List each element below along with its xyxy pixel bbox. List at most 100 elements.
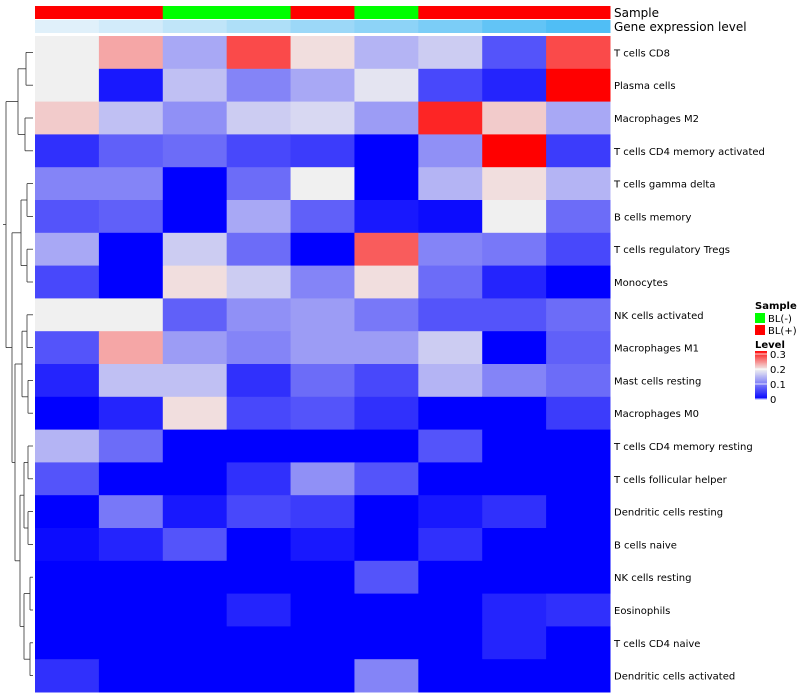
expression-annotation-cell: [162, 20, 228, 33]
heatmap-cell: [482, 495, 547, 529]
heatmap-cell: [98, 232, 164, 267]
level-legend-gradient-step: [755, 363, 767, 365]
heatmap-cell: [546, 364, 611, 398]
expression-annotation-cell: [226, 20, 292, 33]
heatmap-cell: [98, 265, 164, 299]
row-label: B cells memory: [614, 212, 691, 223]
heatmap-cell: [35, 429, 100, 463]
heatmap-cell: [98, 462, 164, 496]
level-legend-tick-label: 0.1: [770, 380, 786, 391]
heatmap-cell: [162, 167, 228, 201]
row-label: T cells gamma delta: [613, 180, 715, 191]
heatmap-cell: [162, 36, 228, 70]
heatmap-cell: [546, 528, 611, 562]
heatmap-cell: [354, 232, 419, 267]
heatmap-cell: [226, 167, 292, 201]
heatmap-cell: [546, 298, 611, 332]
heatmap-cell: [290, 528, 355, 562]
level-legend-gradient-step: [755, 394, 767, 396]
heatmap-cell: [290, 331, 355, 365]
heatmap-cell: [482, 134, 547, 168]
heatmap-cell: [290, 232, 355, 267]
heatmap-cell: [98, 528, 164, 562]
heatmap-cell: [290, 134, 355, 168]
heatmap-cell: [162, 495, 228, 529]
level-legend-tick-label: 0: [770, 395, 776, 406]
level-legend-gradient-step: [755, 369, 767, 371]
heatmap-cell: [98, 396, 164, 431]
level-legend-gradient-step: [755, 354, 767, 357]
heatmap-cell: [226, 364, 292, 398]
sample-track-label: Sample: [614, 6, 659, 20]
heatmap-cell: [482, 593, 547, 627]
heatmap-cell: [482, 298, 547, 332]
sample-legend-swatch: [755, 313, 765, 323]
heatmap-cell: [98, 364, 164, 398]
heatmap-cell: [98, 429, 164, 463]
row-labels: T cells CD8 Plasma cells Macrophages M2 T c…: [613, 48, 765, 682]
heatmap-cell: [98, 495, 164, 529]
level-legend-gradient-step: [755, 355, 767, 358]
heatmap-cell: [354, 593, 419, 627]
heatmap-cell: [418, 593, 483, 627]
heatmap-cell: [98, 560, 164, 595]
heatmap-cell: [418, 298, 483, 332]
sample-legend-label: BL(+): [768, 326, 797, 337]
level-legend-gradient-step: [755, 395, 767, 398]
row-label: Mast cells resting: [614, 376, 701, 387]
heatmap-cell: [35, 36, 100, 70]
level-legend-gradient-step: [755, 377, 767, 380]
heatmap-cell: [98, 593, 164, 627]
heatmap-cell: [226, 265, 292, 299]
expression-annotation-cell: [482, 20, 547, 33]
heatmap-cell: [418, 200, 483, 234]
heatmap-cell: [98, 626, 164, 660]
heatmap-cell: [226, 626, 292, 660]
expression-track-label: Gene expression level: [614, 20, 747, 34]
heatmap-cell: [98, 101, 164, 135]
heatmap-cell: [290, 659, 355, 693]
heatmap-cell: [354, 36, 419, 70]
heatmap-cell: [226, 101, 292, 135]
heatmap-cell: [290, 396, 355, 431]
level-legend-gradient-step: [755, 358, 767, 360]
level-legend-tick-label: 0.3: [770, 350, 786, 361]
heatmap-cell: [98, 331, 164, 365]
sample-legend-swatch: [755, 325, 765, 335]
level-legend-gradient-step: [755, 372, 767, 375]
sample-annotation-cell: [290, 6, 355, 19]
expression-annotation-cell: [98, 20, 164, 33]
level-legend-gradient-step: [755, 361, 767, 364]
level-legend-gradient-step: [755, 385, 767, 388]
heatmap-cell: [418, 429, 483, 463]
heatmap-cell: [226, 593, 292, 627]
row-label: Macrophages M0: [614, 409, 699, 420]
heatmap-cell: [162, 560, 228, 595]
heatmap-cell: [290, 364, 355, 398]
sample-annotation-cell: [482, 6, 547, 19]
heatmap-cell: [354, 659, 419, 693]
heatmap-cell: [482, 101, 547, 135]
heatmap-cell: [354, 396, 419, 431]
heatmap-cell: [418, 101, 483, 135]
heatmap-cell: [98, 167, 164, 201]
heatmap-cell: [418, 659, 483, 693]
heatmap-cell: [290, 101, 355, 135]
heatmap-cell: [35, 626, 100, 660]
heatmap-cell: [162, 528, 228, 562]
level-legend-gradient-step: [755, 357, 767, 359]
heatmap-cell: [354, 331, 419, 365]
heatmap-cell: [482, 232, 547, 267]
heatmap-cell: [226, 528, 292, 562]
heatmap-cell: [290, 560, 355, 595]
heatmap-cell: [226, 429, 292, 463]
heatmap-cell: [162, 200, 228, 234]
heatmap-cell: [546, 167, 611, 201]
heatmap-cell: [418, 626, 483, 660]
row-label: Macrophages M2: [614, 114, 699, 125]
heatmap-cell: [354, 462, 419, 496]
heatmap-cell: [162, 364, 228, 398]
level-legend-tick-label: 0.2: [770, 365, 786, 376]
